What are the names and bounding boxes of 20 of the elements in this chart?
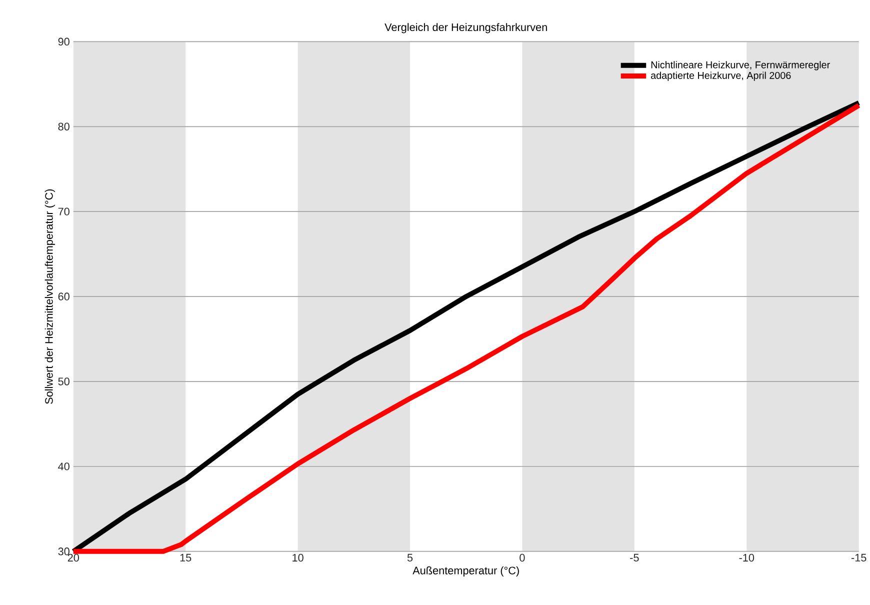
y-tick-label: 90 [58,38,70,46]
y-tick-label: 40 [58,462,70,470]
legend-label: adaptierte Heizkurve, April 2006 [651,72,791,81]
y-tick-label: 30 [58,548,70,556]
x-tick-label: 10 [292,554,304,562]
y-tick-label: 50 [58,378,70,386]
chart-title: Vergleich der Heizungsfahrkurven [384,23,547,34]
y-axis-title: Sollwert der Heizmittelvorlauftemperatur (°C) [44,189,55,404]
x-tick-label: -15 [851,554,866,562]
x-tick-label: 0 [520,554,525,562]
x-axis-title: Außentemperatur (°C) [412,566,519,577]
x-tick-label: -10 [739,554,754,562]
legend-label: Nichtlineare Heizkurve, Fernwärmeregler [651,61,830,70]
y-tick-label: 70 [58,208,70,216]
x-tick-label: -5 [630,554,639,562]
x-tick-label: 15 [180,554,192,562]
x-tick-label: 5 [407,554,413,562]
y-tick-label: 80 [58,122,70,130]
x-tick-label: 20 [68,554,79,562]
y-tick-label: 60 [58,292,70,300]
